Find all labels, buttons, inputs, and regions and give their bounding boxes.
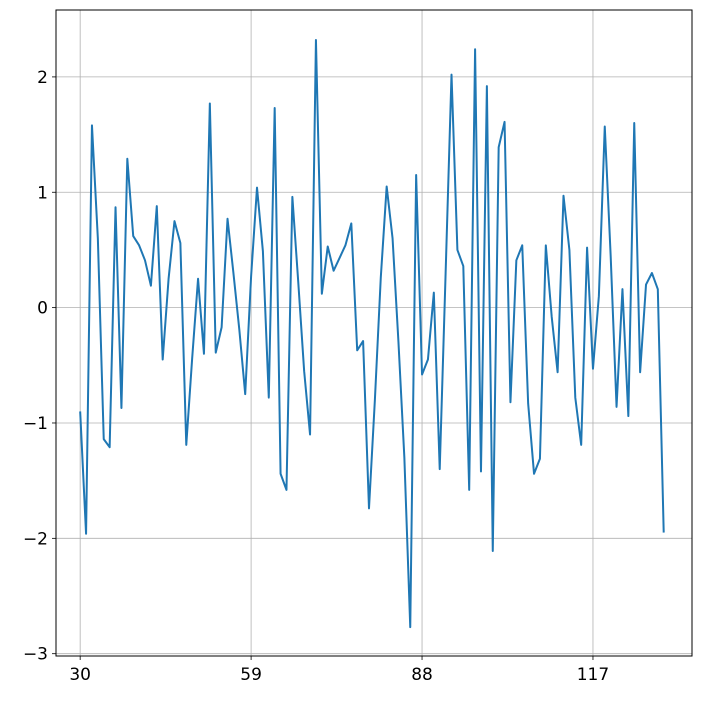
x-tick-label: 117 <box>577 665 609 685</box>
y-tick-label: 2 <box>37 68 48 88</box>
x-tick-label: 59 <box>240 665 262 685</box>
data-line <box>79 38 665 629</box>
y-tick-label: −1 <box>23 414 48 434</box>
y-tick-label: 0 <box>37 299 48 319</box>
y-tick-label: 1 <box>37 183 48 203</box>
y-tick-label: −3 <box>23 645 48 665</box>
x-tick-label: 88 <box>411 665 433 685</box>
x-tick-label: 30 <box>69 665 91 685</box>
y-tick-label: −2 <box>23 529 48 549</box>
plot-frame <box>55 9 693 657</box>
